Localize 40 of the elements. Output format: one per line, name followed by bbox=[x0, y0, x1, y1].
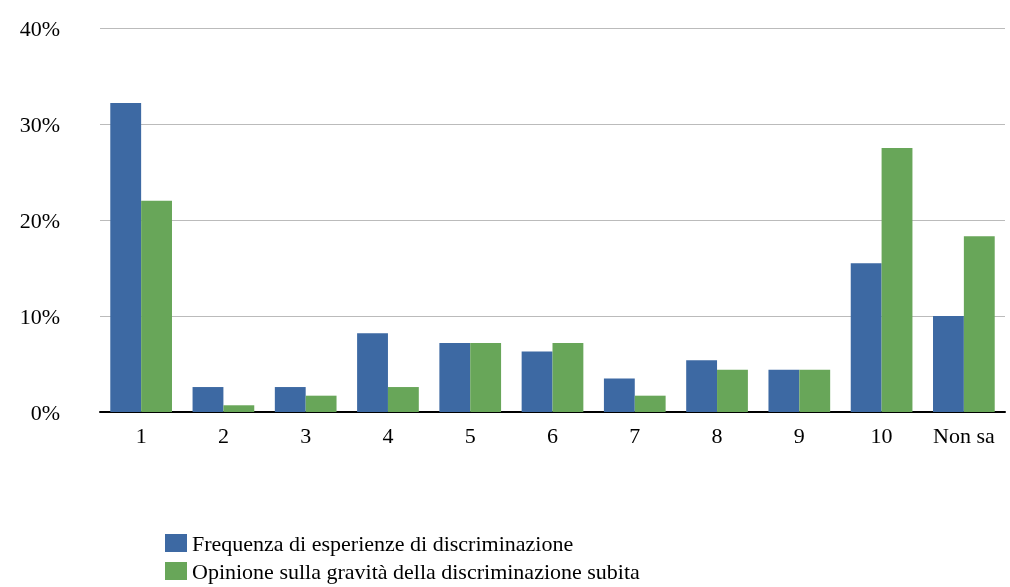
x-tick-label: 10 bbox=[870, 422, 893, 448]
legend-label: Frequenza di esperienze di discriminazione bbox=[192, 530, 574, 556]
legend-label: Opinione sulla gravità della discriminazione subita bbox=[192, 558, 641, 584]
bar bbox=[387, 387, 419, 412]
bar bbox=[274, 387, 306, 412]
x-tick-label: 8 bbox=[711, 422, 723, 448]
x-tick-label: 9 bbox=[793, 422, 805, 448]
y-tick-label: 10% bbox=[19, 303, 60, 329]
bar bbox=[192, 387, 224, 412]
bar bbox=[603, 378, 635, 412]
bar bbox=[799, 369, 831, 412]
bar bbox=[223, 405, 255, 412]
bar bbox=[141, 200, 172, 412]
y-tick-label: 30% bbox=[19, 111, 60, 137]
y-tick-label: 0% bbox=[30, 399, 60, 425]
bar bbox=[686, 360, 718, 412]
bar bbox=[717, 369, 748, 412]
y-tick-label: 20% bbox=[19, 207, 60, 233]
bar bbox=[470, 342, 502, 412]
x-tick-label: Non sa bbox=[933, 422, 995, 448]
bar bbox=[963, 236, 995, 412]
bar bbox=[521, 351, 553, 412]
bar bbox=[305, 395, 337, 412]
bar bbox=[933, 316, 964, 412]
bar bbox=[439, 342, 471, 412]
x-tick-label: 7 bbox=[629, 422, 641, 448]
x-tick-label: 4 bbox=[382, 422, 394, 448]
x-tick-label: 6 bbox=[547, 422, 558, 448]
x-tick-label: 1 bbox=[135, 422, 147, 448]
bar bbox=[881, 148, 913, 412]
bar bbox=[357, 333, 388, 412]
bar bbox=[110, 102, 142, 412]
bar bbox=[552, 342, 584, 412]
bar bbox=[634, 395, 666, 412]
bar bbox=[768, 369, 800, 412]
bar bbox=[850, 263, 882, 412]
y-tick-label: 40% bbox=[19, 15, 60, 41]
x-tick-label: 5 bbox=[464, 422, 476, 448]
x-tick-label: 3 bbox=[300, 422, 312, 448]
x-tick-label: 2 bbox=[217, 422, 229, 448]
